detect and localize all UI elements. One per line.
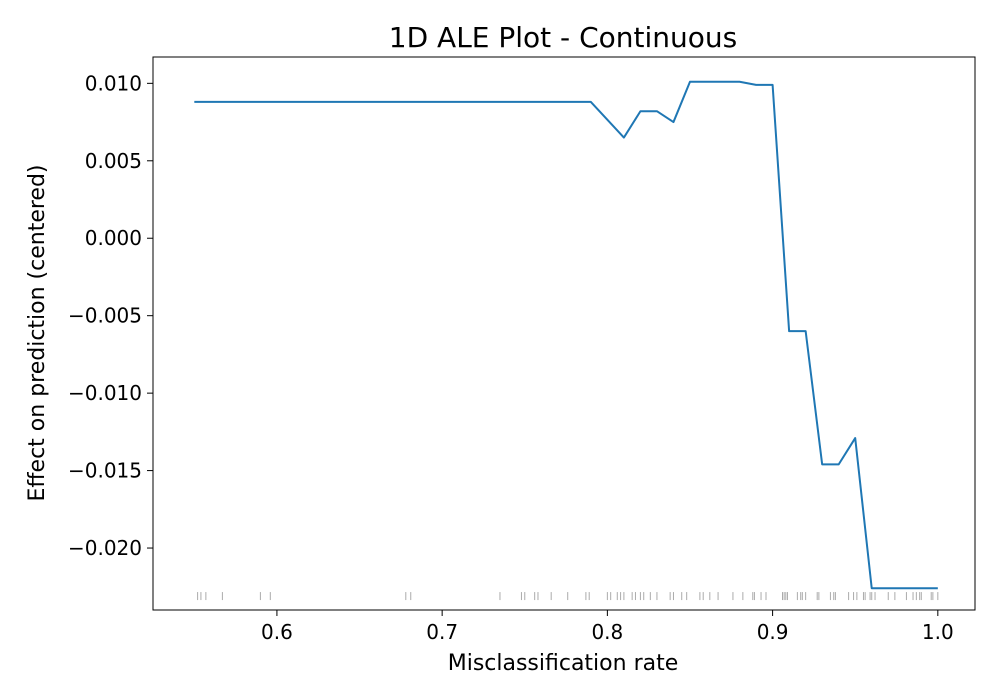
y-tick-label: 0.000 [85, 226, 142, 250]
data-point [193, 101, 195, 103]
axes-frame [152, 56, 976, 611]
data-point [689, 81, 691, 83]
data-point [771, 84, 773, 86]
data-point [590, 101, 592, 103]
data-point [837, 463, 839, 465]
data-point [804, 330, 806, 332]
data-point [871, 587, 873, 589]
x-axis: 0.6 0.7 0.8 0.9 1.0 [261, 610, 954, 644]
chart-title: 1D ALE Plot - Continuous [389, 21, 737, 54]
y-tick-label: 0.010 [85, 71, 142, 95]
data-point [656, 110, 658, 112]
x-tick-label: 0.9 [757, 620, 789, 644]
y-tick-label: −0.010 [68, 381, 142, 405]
y-tick-label: −0.005 [68, 304, 142, 328]
x-tick-label: 0.6 [261, 620, 293, 644]
x-tick-label: 1.0 [922, 620, 954, 644]
y-axis: 0.010 0.005 0.000 −0.005 −0.010 −0.015 −0.020 [68, 71, 153, 560]
data-point [639, 110, 641, 112]
data-point [854, 437, 856, 439]
data-point [755, 84, 757, 86]
data-point [920, 587, 922, 589]
x-axis-label: Misclassification rate [448, 651, 679, 676]
y-tick-label: −0.020 [68, 536, 142, 560]
x-tick-label: 0.8 [591, 620, 623, 644]
y-tick-label: −0.015 [68, 459, 142, 483]
y-tick-label: 0.005 [85, 149, 142, 173]
data-point [821, 463, 823, 465]
data-point [672, 121, 674, 123]
data-point [705, 81, 707, 83]
data-point [887, 587, 889, 589]
data-point [788, 330, 790, 332]
data-point [738, 81, 740, 83]
y-axis-label: Effect on prediction (centered) [25, 164, 50, 501]
x-tick-label: 0.7 [426, 620, 458, 644]
data-point [937, 587, 939, 589]
data-point [623, 136, 625, 138]
data-point [904, 587, 906, 589]
data-point [722, 81, 724, 83]
plot-area [193, 80, 939, 601]
ale-line [194, 80, 938, 590]
